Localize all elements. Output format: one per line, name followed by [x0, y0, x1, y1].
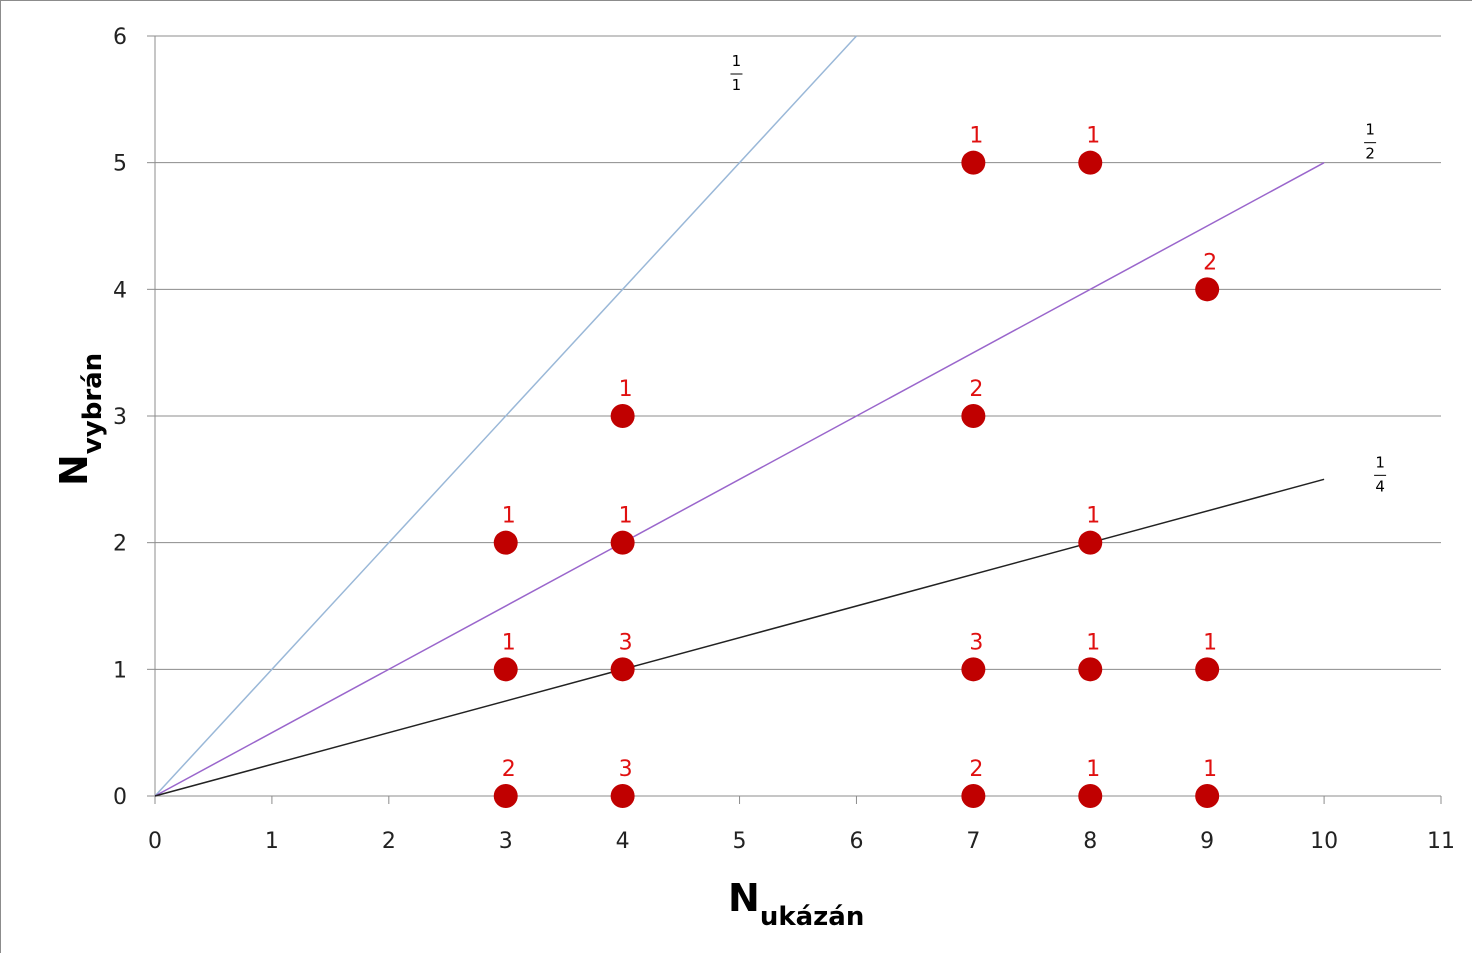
point-count-label: 2 [969, 757, 983, 782]
point-count-label: 3 [619, 630, 633, 655]
data-point [961, 784, 986, 808]
data-point [1078, 530, 1103, 555]
x-tick-label: 1 [265, 829, 279, 854]
x-tick-label: 10 [1310, 829, 1338, 854]
axis-titles: Nukázán Nvybrán [52, 353, 864, 932]
data-point [1195, 277, 1220, 302]
data-point [1078, 657, 1103, 682]
point-count-label: 1 [1203, 630, 1217, 655]
x-tick-label: 4 [616, 829, 630, 854]
x-tick-label: 0 [148, 829, 162, 854]
fraction-denominator: 4 [1375, 477, 1385, 495]
point-count-label: 3 [969, 630, 983, 655]
point-count-label: 1 [619, 377, 633, 402]
point-count-label: 2 [969, 377, 983, 402]
grid-lines [155, 35, 1441, 670]
y-tick-label: 5 [113, 152, 127, 177]
point-count-label: 1 [1086, 504, 1100, 529]
x-tick-label: 2 [382, 829, 396, 854]
y-tick-label: 4 [113, 278, 127, 303]
point-count-label: 1 [619, 504, 633, 529]
data-point [610, 657, 635, 682]
data-point [961, 150, 986, 175]
reference-line [154, 35, 858, 797]
x-tick-label: 5 [733, 829, 747, 854]
fraction-denominator: 1 [732, 76, 742, 94]
fraction-numerator: 1 [732, 52, 742, 70]
x-tick-label: 11 [1427, 829, 1455, 854]
point-count-label: 2 [1203, 250, 1217, 275]
x-tick-label: 9 [1200, 829, 1214, 854]
x-tick-label: 7 [966, 829, 980, 854]
point-count-label: 1 [502, 630, 516, 655]
x-tick-label: 8 [1083, 829, 1097, 854]
data-point [1078, 784, 1103, 808]
fraction-numerator: 1 [1365, 121, 1375, 139]
data-point [1078, 150, 1103, 175]
data-point [493, 530, 518, 555]
reference-line [154, 478, 1325, 797]
data-point [1195, 657, 1220, 682]
y-tick-label: 0 [113, 785, 127, 810]
x-tick-label: 3 [499, 829, 513, 854]
y-tick-label: 3 [113, 405, 127, 430]
data-point [610, 784, 635, 808]
data-point [610, 404, 635, 428]
y-axis-title: Nvybrán [52, 353, 108, 486]
data-point [961, 657, 986, 682]
y-tick-label: 2 [113, 532, 127, 557]
data-point [493, 784, 518, 808]
y-tick-label: 6 [113, 25, 127, 50]
data-point [610, 530, 635, 555]
reference-line [154, 162, 1325, 797]
point-count-label: 1 [969, 124, 983, 149]
point-count-label: 1 [1086, 757, 1100, 782]
y-tick-label: 1 [113, 658, 127, 683]
data-points: 2 1 1 3 3 1 1 2 3 2 1 1 1 1 1 1 1 2 [493, 124, 1220, 808]
x-tick-label: 6 [849, 829, 863, 854]
fraction-numerator: 1 [1375, 453, 1385, 471]
point-count-label: 1 [1203, 757, 1217, 782]
fraction-denominator: 2 [1365, 145, 1375, 163]
point-count-label: 1 [1086, 124, 1100, 149]
x-axis-title: Nukázán [728, 876, 864, 932]
reference-lines: 1 1 1 2 1 4 [154, 35, 1387, 797]
point-count-label: 2 [502, 757, 516, 782]
data-point [493, 657, 518, 682]
point-count-label: 1 [1086, 630, 1100, 655]
data-point [1195, 784, 1220, 808]
point-count-label: 1 [502, 504, 516, 529]
point-count-label: 3 [619, 757, 633, 782]
data-point [961, 404, 986, 428]
